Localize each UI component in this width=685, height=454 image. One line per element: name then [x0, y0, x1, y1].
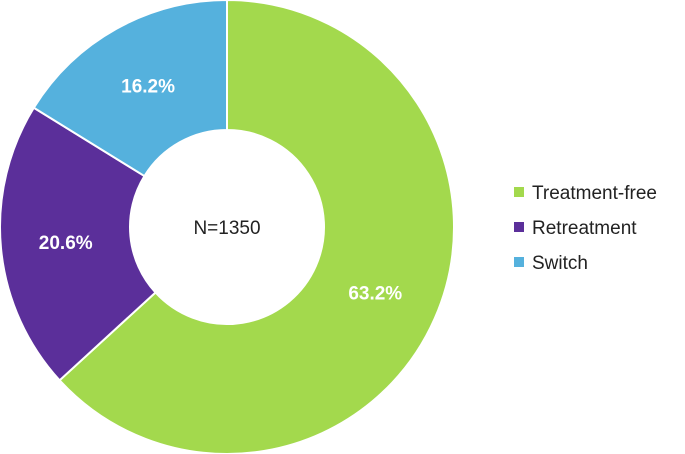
slice-treatment-free [58, 0, 455, 454]
slice-label-treatment-free: 63.2% [348, 283, 402, 304]
legend-label-switch: Switch [532, 253, 588, 274]
legend-label-treatment-free: Treatment-free [532, 183, 657, 204]
legend-swatch-treatment-free [514, 187, 524, 197]
slice-switch [32, 0, 228, 178]
donut-slices [0, 0, 455, 454]
slice-retreatment [0, 106, 157, 382]
slice-label-switch: 16.2% [121, 77, 175, 98]
legend-swatch-switch [514, 257, 524, 267]
legend-swatch-retreatment [514, 222, 524, 232]
legend-label-retreatment: Retreatment [532, 218, 637, 239]
center-label: N=1350 [193, 218, 260, 239]
slice-labels: 63.2% 20.6% 16.2% [39, 77, 403, 305]
legend: Treatment-free Retreatment Switch [514, 183, 657, 274]
slice-label-retreatment: 20.6% [39, 233, 93, 254]
